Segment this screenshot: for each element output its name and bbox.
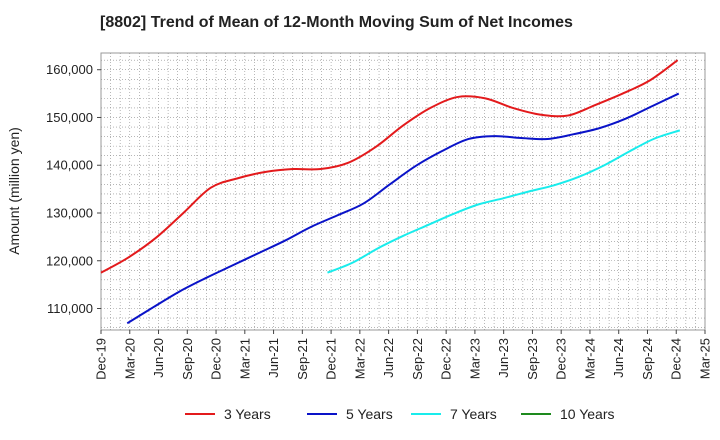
legend-label-7-years: 7 Years — [450, 406, 497, 422]
y-tick-label: 140,000 — [46, 158, 93, 173]
chart-title: [8802] Trend of Mean of 12-Month Moving … — [100, 14, 573, 31]
x-tick-label: Sep-21 — [295, 338, 310, 380]
x-axis-ticks: Dec-19 Mar-20 Jun-20 Sep-20 Dec-20 Mar-21 Jun-… — [94, 330, 713, 380]
x-tick-label: Dec-23 — [554, 338, 569, 380]
x-tick-label: Sep-24 — [640, 338, 655, 380]
legend-label-3-years: 3 Years — [224, 406, 271, 422]
y-axis-ticks: 110,000 120,000 130,000 140,000 150,000 160,0… — [46, 62, 101, 316]
legend-label-10-years: 10 Years — [560, 406, 615, 422]
y-tick-label: 110,000 — [47, 301, 93, 316]
x-tick-label: Jun-24 — [611, 338, 626, 378]
x-tick-label: Dec-22 — [439, 338, 454, 380]
x-tick-label: Mar-21 — [237, 338, 252, 379]
legend: 3 Years 5 Years 7 Years 10 Years — [185, 406, 615, 422]
series-lines — [100, 59, 681, 325]
y-axis-label: Amount (million yen) — [6, 127, 22, 255]
x-tick-label: Mar-22 — [352, 338, 367, 379]
x-tick-label: Jun-23 — [496, 338, 511, 378]
x-tick-label: Dec-19 — [94, 338, 109, 380]
x-tick-label: Mar-24 — [582, 338, 597, 379]
series-line-3-years — [100, 59, 679, 274]
x-tick-label: Mar-23 — [467, 338, 482, 379]
y-tick-label: 150,000 — [46, 110, 93, 125]
x-tick-label: Dec-21 — [324, 338, 339, 380]
plot-area — [100, 52, 706, 331]
x-tick-label: Mar-20 — [122, 338, 137, 379]
x-tick-label: Dec-24 — [669, 338, 684, 380]
y-tick-label: 130,000 — [46, 205, 93, 220]
x-tick-label: Sep-22 — [410, 338, 425, 380]
legend-label-5-years: 5 Years — [346, 406, 393, 422]
x-tick-label: Sep-23 — [525, 338, 540, 380]
x-tick-label: Sep-20 — [180, 338, 195, 380]
x-tick-label: Jun-20 — [151, 338, 166, 378]
x-tick-label: Mar-25 — [698, 338, 713, 379]
y-tick-label: 160,000 — [46, 62, 93, 77]
y-tick-label: 120,000 — [46, 253, 93, 268]
series-line-7-years — [327, 129, 681, 274]
series-line-5-years — [126, 92, 680, 325]
x-tick-label: Jun-21 — [266, 338, 281, 378]
x-tick-label: Dec-20 — [209, 338, 224, 380]
x-tick-label: Jun-22 — [381, 338, 396, 378]
